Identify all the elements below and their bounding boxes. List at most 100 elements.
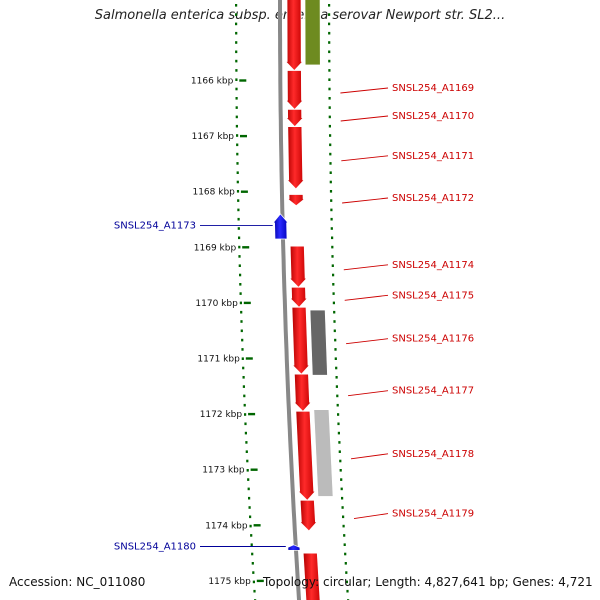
outer-dotted-guide-dot [330, 208, 333, 212]
outer-dotted-guide-dot [328, 22, 331, 26]
outer-dotted-guide-dot [344, 552, 347, 556]
inner-dotted-guide-dot [247, 478, 250, 481]
outer-dotted-guide-dot [333, 329, 336, 333]
inner-dotted-guide-dot [236, 180, 239, 184]
outer-dotted-guide-dot [330, 217, 333, 221]
outer-dotted-guide-dot [331, 264, 334, 267]
inner-dotted-guide-dot [249, 515, 252, 519]
inner-dotted-guide-dot [237, 217, 240, 221]
accession-text: Accession: NC_011080 [9, 575, 146, 589]
inner-dotted-guide-dot [252, 580, 255, 584]
inner-dotted-guide-dot [244, 431, 247, 435]
inner-dotted-guide-dot [243, 394, 246, 398]
outer-dotted-guide-dot [339, 459, 342, 463]
gene-leader-line [340, 115, 389, 122]
gene-label: SNSL254_A1177 [392, 386, 474, 397]
outer-dotted-guide-dot [330, 227, 333, 230]
outer-dotted-guide-dot [335, 366, 338, 370]
tick-mark [239, 79, 247, 82]
topology-text: Topology: circular; Length: 4,827,641 bp… [263, 575, 593, 589]
forward-gene-arrow [285, 70, 304, 110]
outer-dotted-guide-dot [337, 422, 340, 426]
outer-dotted-guide-dot [343, 534, 346, 537]
reverse-gene-arrow [286, 544, 302, 551]
inner-dotted-guide-dot [238, 245, 241, 249]
forward-gene-arrow [284, 0, 304, 72]
inner-dotted-guide-dot [238, 255, 241, 258]
outer-dotted-guide-dot [329, 134, 332, 137]
outer-dotted-guide-dot [335, 376, 338, 379]
tick-mark [240, 190, 248, 193]
outer-dotted-guide-dot [332, 292, 335, 295]
inner-dotted-guide-dot [242, 376, 245, 379]
outer-dotted-guide-dot [329, 143, 332, 147]
outer-dotted-guide-dot [328, 87, 331, 91]
outer-dotted-guide-dot [332, 301, 335, 305]
inner-dotted-guide-dot [250, 534, 253, 537]
outer-dotted-guide-dot [329, 190, 333, 193]
gene-label: SNSL254_A1173 [114, 220, 196, 231]
outer-dotted-guide-dot [329, 162, 332, 165]
inner-dotted-guide-dot [246, 469, 249, 472]
feature-bar [304, 0, 321, 66]
gene-leader-line [342, 197, 389, 204]
gene-label: SNSL254_A1176 [392, 334, 474, 345]
tick-label: 1169 kbp [194, 243, 237, 253]
inner-dotted-guide-dot [242, 366, 245, 370]
forward-gene-arrow [299, 499, 318, 532]
tick-mark [240, 134, 247, 138]
inner-dotted-guide-dot [249, 524, 252, 528]
inner-dotted-guide-dot [236, 134, 239, 137]
inner-dotted-guide-dot [247, 487, 250, 491]
tick-label: 1170 kbp [195, 299, 238, 309]
outer-dotted-guide-dot [336, 403, 339, 407]
inner-dotted-guide-dot [235, 106, 238, 109]
inner-dotted-guide-dot [238, 264, 241, 267]
forward-gene-arrow [285, 109, 305, 128]
outer-dotted-guide-dot [331, 245, 334, 249]
forward-gene-arrow [295, 410, 316, 501]
outer-dotted-guide-dot [331, 255, 334, 258]
tick-mark [243, 301, 251, 305]
outer-dotted-guide-dot [341, 506, 344, 509]
inner-dotted-guide-dot [242, 385, 245, 388]
inner-dotted-guide-dot [236, 152, 239, 156]
gene-label: SNSL254_A1179 [392, 509, 474, 520]
forward-gene-arrow [289, 286, 308, 308]
outer-dotted-guide-dot [331, 236, 334, 240]
inner-dotted-guide-dot [240, 320, 243, 323]
inner-dotted-guide-dot [241, 338, 244, 342]
outer-dotted-guide-dot [340, 487, 343, 491]
outer-dotted-guide-dot [328, 97, 331, 100]
inner-dotted-guide-dot [239, 283, 242, 286]
inner-dotted-guide-dot [239, 301, 242, 305]
inner-dotted-guide-dot [246, 459, 249, 463]
inner-dotted-guide-dot [244, 413, 247, 416]
outer-dotted-guide-dot [328, 69, 331, 72]
gene-leader-line [346, 338, 389, 345]
gene-label: SNSL254_A1180 [114, 542, 196, 553]
inner-dotted-guide-dot [248, 506, 251, 509]
gene-label: SNSL254_A1178 [392, 449, 474, 460]
inner-dotted-guide-dot [238, 236, 241, 240]
inner-dotted-guide-dot [235, 69, 238, 72]
inner-dotted-guide-dot [235, 124, 238, 128]
tick-label: 1173 kbp [202, 466, 245, 476]
outer-dotted-guide-dot [328, 115, 331, 119]
outer-dotted-guide-dot [342, 524, 345, 528]
tick-mark [248, 412, 256, 416]
inner-dotted-guide-dot [235, 87, 238, 91]
outer-dotted-guide-dot [335, 385, 338, 388]
gene-label: SNSL254_A1170 [392, 111, 474, 122]
inner-dotted-guide-dot [243, 403, 246, 407]
outer-dotted-guide-dot [328, 78, 331, 81]
inner-dotted-guide-dot [240, 329, 243, 333]
outer-dotted-guide-dot [328, 59, 331, 63]
outer-dotted-guide-dot [334, 348, 337, 351]
outer-dotted-guide-dot [332, 273, 335, 277]
inner-dotted-guide-dot [240, 310, 243, 314]
tick-label: 1171 kbp [197, 355, 240, 365]
inner-dotted-guide-dot [236, 162, 239, 165]
inner-dotted-guide-dot [251, 552, 254, 556]
forward-gene-arrow [291, 306, 311, 375]
